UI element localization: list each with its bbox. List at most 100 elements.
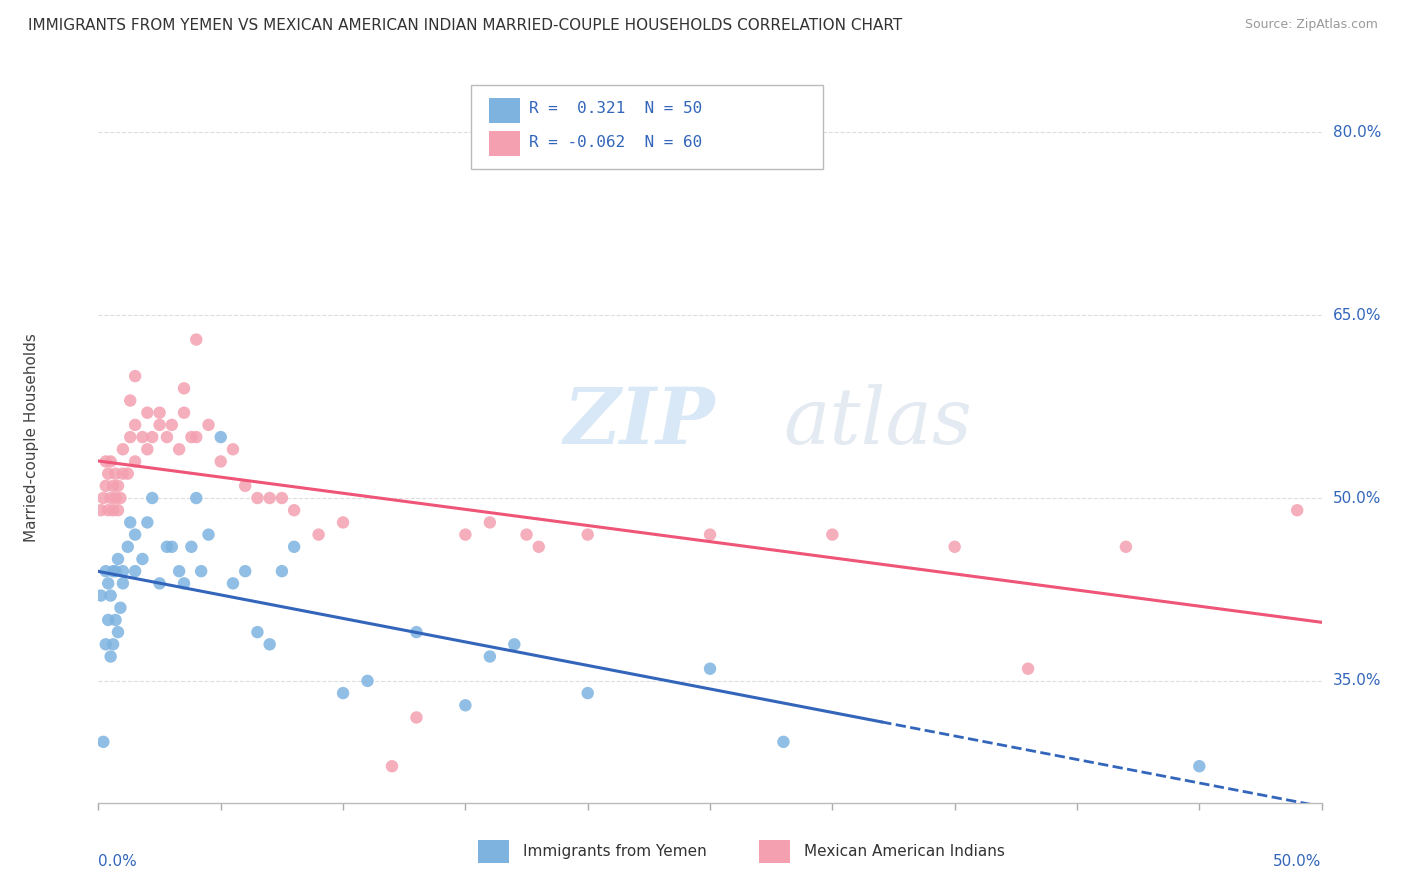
Point [156, 430, 179, 444]
Point [104, 564, 127, 578]
Point [101, 637, 124, 651]
Text: Mexican American Indians: Mexican American Indians [804, 845, 1005, 859]
Point [94, 637, 117, 651]
Point [97, 576, 120, 591]
Point [156, 540, 179, 554]
Point [259, 637, 281, 651]
Point [209, 430, 232, 444]
Point [173, 576, 195, 591]
Point [699, 527, 721, 541]
Text: ZIP: ZIP [564, 384, 714, 460]
Point [120, 393, 142, 408]
Point [943, 540, 966, 554]
Point [141, 491, 163, 505]
Point [97, 503, 120, 517]
Point [94, 454, 117, 468]
Point [149, 417, 172, 432]
Point [94, 564, 117, 578]
Point [222, 442, 245, 457]
Point [124, 369, 146, 384]
Text: 35.0%: 35.0% [1333, 673, 1381, 689]
Point [107, 625, 129, 640]
Point [124, 454, 146, 468]
Point [197, 527, 219, 541]
Point [167, 564, 190, 578]
Point [233, 479, 256, 493]
Text: Married-couple Households: Married-couple Households [24, 333, 38, 541]
Point [699, 662, 721, 676]
Point [1115, 540, 1137, 554]
Point [94, 479, 117, 493]
Point [478, 649, 501, 664]
Point [576, 527, 599, 541]
Point [283, 503, 305, 517]
Point [209, 454, 232, 468]
Point [1188, 759, 1211, 773]
Point [283, 540, 305, 554]
Point [101, 503, 124, 517]
Point [111, 442, 134, 457]
Point [1286, 503, 1309, 517]
Point [90, 503, 112, 517]
Point [270, 564, 294, 578]
Point [180, 430, 202, 444]
Point [97, 467, 120, 481]
Point [186, 333, 208, 347]
Point [149, 406, 172, 420]
Point [136, 516, 159, 530]
Text: Immigrants from Yemen: Immigrants from Yemen [523, 845, 707, 859]
Point [454, 527, 477, 541]
Point [308, 527, 330, 541]
Point [117, 467, 139, 481]
Point [107, 552, 129, 566]
Point [405, 625, 427, 640]
Point [167, 442, 190, 457]
Text: R = -0.062  N = 60: R = -0.062 N = 60 [529, 136, 702, 150]
Text: Source: ZipAtlas.com: Source: ZipAtlas.com [1244, 18, 1378, 31]
Point [173, 381, 195, 395]
Point [120, 516, 142, 530]
Text: IMMIGRANTS FROM YEMEN VS MEXICAN AMERICAN INDIAN MARRIED-COUPLE HOUSEHOLDS CORRE: IMMIGRANTS FROM YEMEN VS MEXICAN AMERICA… [28, 18, 903, 33]
Point [478, 516, 501, 530]
Point [124, 417, 146, 432]
Point [821, 527, 844, 541]
Text: 50.0%: 50.0% [1333, 491, 1381, 506]
Point [97, 613, 120, 627]
Point [111, 576, 134, 591]
Point [107, 479, 129, 493]
Point [111, 467, 134, 481]
Point [405, 710, 427, 724]
Point [120, 430, 142, 444]
Text: 0.0%: 0.0% [98, 854, 138, 869]
Point [190, 564, 212, 578]
Point [186, 430, 208, 444]
Point [527, 540, 550, 554]
Point [270, 491, 294, 505]
Point [91, 491, 114, 505]
Point [222, 576, 245, 591]
Point [332, 686, 354, 700]
Point [186, 491, 208, 505]
Point [101, 479, 124, 493]
Point [515, 527, 537, 541]
Point [124, 527, 146, 541]
Point [173, 406, 195, 420]
Point [246, 625, 269, 640]
Point [101, 564, 124, 578]
Point [100, 454, 122, 468]
Text: 65.0%: 65.0% [1333, 308, 1381, 323]
Point [104, 613, 127, 627]
Point [197, 417, 219, 432]
Point [259, 491, 281, 505]
Point [149, 576, 172, 591]
Text: atlas: atlas [783, 384, 972, 460]
Point [100, 589, 122, 603]
Point [332, 516, 354, 530]
Point [90, 589, 112, 603]
Point [136, 406, 159, 420]
Point [772, 735, 794, 749]
Point [141, 430, 163, 444]
Point [356, 673, 378, 688]
Point [107, 503, 129, 517]
Point [104, 491, 127, 505]
